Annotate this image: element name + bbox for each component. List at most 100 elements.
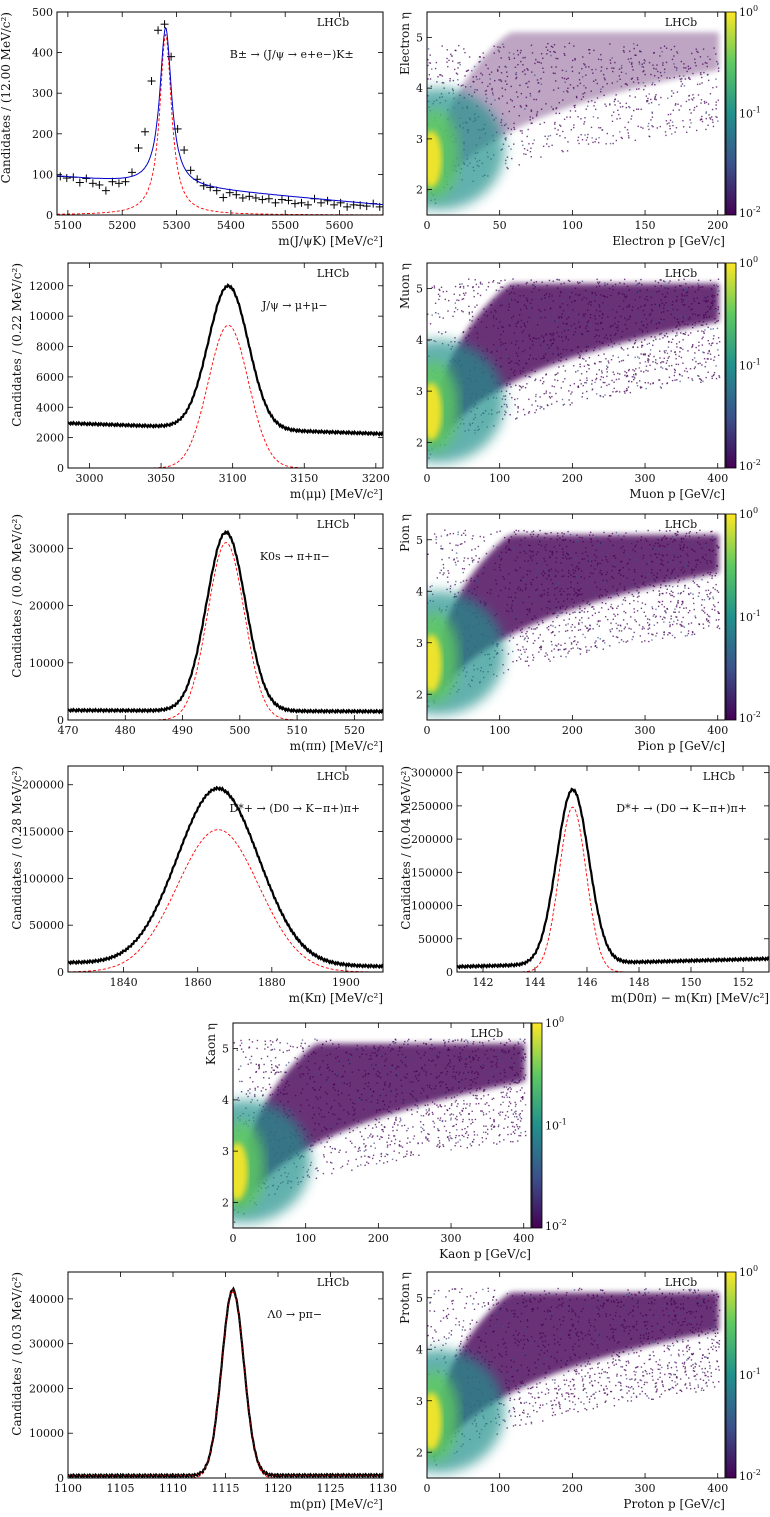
density-speck xyxy=(615,332,617,335)
density-speck xyxy=(349,1085,351,1087)
density-speck xyxy=(495,1056,497,1058)
density-speck xyxy=(711,294,714,297)
density-speck xyxy=(360,1156,363,1158)
density-speck xyxy=(609,59,611,61)
density-speck xyxy=(382,1130,384,1133)
density-speck xyxy=(317,1107,320,1109)
density-speck xyxy=(592,80,595,83)
density-speck xyxy=(608,383,610,386)
density-speck xyxy=(657,605,660,608)
density-speck xyxy=(716,60,718,63)
density-speck xyxy=(378,1046,380,1049)
density-speck xyxy=(514,404,516,406)
y-tick-label: 4 xyxy=(416,82,423,95)
density-speck xyxy=(251,1099,253,1101)
density-speck xyxy=(497,49,500,51)
density-speck xyxy=(593,554,596,556)
density-speck xyxy=(444,298,446,301)
density-speck xyxy=(240,1090,243,1093)
density-speck xyxy=(624,392,626,394)
density-speck xyxy=(701,82,703,84)
density-speck xyxy=(409,1058,411,1060)
density-speck xyxy=(561,303,564,305)
density-speck xyxy=(418,1154,420,1157)
density-speck xyxy=(497,282,499,284)
density-speck xyxy=(626,328,628,330)
density-speck xyxy=(624,126,626,129)
density-speck xyxy=(684,560,686,562)
density-speck xyxy=(507,1133,509,1136)
density-speck xyxy=(682,299,685,301)
density-speck xyxy=(510,1067,512,1069)
density-speck xyxy=(429,78,432,80)
density-speck xyxy=(689,530,691,533)
density-speck xyxy=(532,659,534,661)
x-axis-label: Electron p [GeV/c] xyxy=(612,234,725,248)
density-speck xyxy=(483,314,486,316)
density-speck xyxy=(696,105,698,108)
density-speck xyxy=(629,106,631,109)
density-speck xyxy=(672,591,674,594)
density-speck xyxy=(622,316,625,319)
density-speck xyxy=(673,63,675,65)
density-speck xyxy=(364,1083,367,1085)
density-speck xyxy=(626,375,629,377)
density-speck xyxy=(583,121,586,123)
density-speck xyxy=(633,611,636,613)
density-speck xyxy=(524,375,527,377)
density-speck xyxy=(504,410,506,412)
density-speck xyxy=(311,1150,313,1153)
density-speck xyxy=(510,291,513,293)
density-speck xyxy=(501,87,503,89)
density-speck xyxy=(670,95,673,97)
density-speck xyxy=(527,637,529,639)
density-speck xyxy=(691,631,694,634)
density-speck xyxy=(595,322,597,325)
density-speck xyxy=(522,1096,524,1098)
density-speck xyxy=(565,78,568,80)
density-speck xyxy=(535,338,537,340)
density-speck xyxy=(570,574,572,576)
density-speck xyxy=(580,118,582,120)
density-speck xyxy=(680,541,683,543)
density-speck xyxy=(505,66,508,69)
density-speck xyxy=(375,1106,377,1108)
density-speck xyxy=(623,578,625,581)
density-speck xyxy=(526,321,529,323)
density-speck xyxy=(640,346,643,348)
density-speck xyxy=(458,341,460,344)
density-speck xyxy=(533,628,535,630)
density-speck xyxy=(675,616,678,618)
density-speck xyxy=(703,315,705,318)
density-speck xyxy=(585,646,587,648)
density-speck xyxy=(656,572,659,575)
density-speck xyxy=(583,296,585,299)
density-speck xyxy=(359,1056,361,1058)
density-speck xyxy=(509,414,511,416)
density-speck xyxy=(454,1045,456,1048)
density-speck xyxy=(591,292,593,295)
density-speck xyxy=(670,618,672,620)
density-speck xyxy=(572,541,575,543)
density-speck xyxy=(536,111,539,113)
density-speck xyxy=(554,123,556,125)
density-speck xyxy=(345,1051,347,1053)
density-speck xyxy=(562,557,564,559)
density-speck xyxy=(562,340,564,342)
density-speck xyxy=(673,368,676,371)
density-speck xyxy=(552,361,555,364)
density-speck xyxy=(599,341,601,343)
density-speck xyxy=(524,320,527,322)
density-speck xyxy=(614,104,616,106)
density-speck xyxy=(620,630,623,632)
density-speck xyxy=(245,1056,247,1059)
density-speck xyxy=(598,306,601,308)
density-speck xyxy=(541,335,543,337)
density-speck xyxy=(519,1100,522,1102)
density-speck xyxy=(643,70,645,72)
density-speck xyxy=(618,305,621,307)
density-speck xyxy=(563,648,565,651)
density-speck xyxy=(556,400,558,403)
density-speck xyxy=(456,557,458,559)
density-speck xyxy=(412,1090,414,1092)
